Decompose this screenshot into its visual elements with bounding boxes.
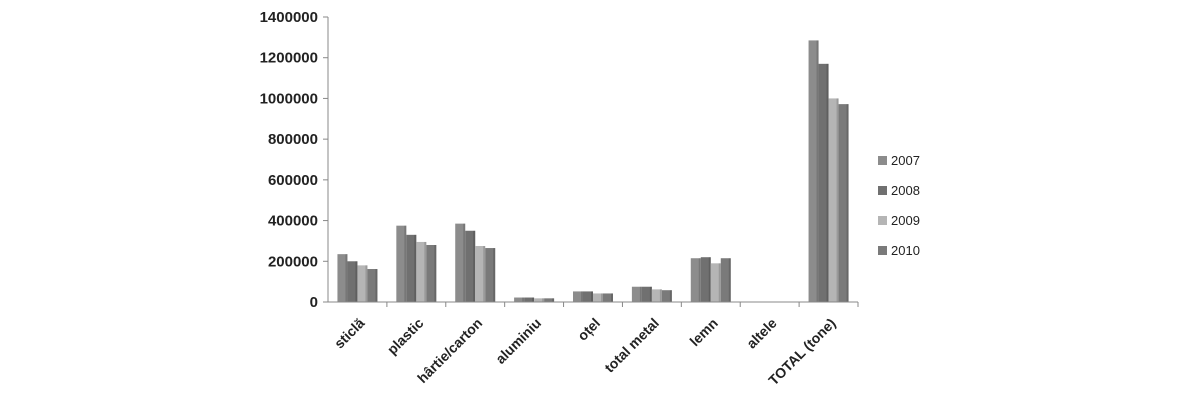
bar-2007-6: [690, 258, 701, 302]
bar-2010-0: [367, 269, 378, 302]
legend-swatch-2008: [878, 186, 887, 195]
x-tick-label: sticlă: [331, 315, 368, 352]
bar-shade: [355, 261, 358, 302]
bar-2010-1: [426, 245, 437, 302]
legend-swatch-2007: [878, 156, 887, 165]
y-axis: 0 200000 400000 600000 800000 1000000 1200000 1…: [260, 9, 329, 311]
bar-2008-8: [818, 63, 829, 303]
bar-2010-6: [720, 258, 731, 302]
bar-2009-6: [710, 263, 721, 302]
bar-shade: [669, 290, 672, 302]
bar-2009-2: [475, 246, 486, 302]
bar-shade: [434, 245, 437, 302]
bar-shade: [375, 269, 378, 302]
plot-area: [337, 40, 849, 303]
bar-2007-0: [337, 254, 348, 302]
bar-shade: [345, 254, 348, 302]
bar-2010-2: [485, 248, 496, 302]
bar-2008-3: [524, 297, 535, 302]
bar-shade: [532, 297, 535, 302]
bar-2009-1: [416, 241, 427, 302]
legend-label-2007: 2007: [891, 153, 920, 168]
x-tick-label: plastic: [384, 315, 427, 358]
bar-2007-4: [573, 291, 583, 302]
bar-shade: [591, 291, 593, 302]
bar-shade: [816, 40, 819, 303]
bar-2010-4: [603, 293, 613, 302]
bar-2007-8: [808, 40, 819, 303]
bar-shade: [698, 258, 701, 302]
y-tick-label: 800000: [268, 131, 318, 148]
legend-swatch-2010: [878, 246, 887, 255]
bar-shade: [611, 293, 613, 302]
bar-2009-5: [651, 289, 662, 302]
legend-label-2008: 2008: [891, 183, 920, 198]
bar-shade: [846, 104, 849, 302]
bar-shade: [826, 63, 829, 303]
bar-2009-4: [593, 293, 603, 302]
bar-shade: [365, 265, 368, 302]
bar-shade: [414, 234, 417, 302]
bar-shade: [424, 241, 427, 302]
y-tick-label: 600000: [268, 172, 318, 189]
bar-shade: [708, 257, 711, 302]
legend-label-2009: 2009: [891, 213, 920, 228]
bar-2010-8: [838, 104, 849, 302]
bar-shade: [542, 298, 545, 302]
legend: 2007 2008 2009 2010: [878, 153, 920, 258]
y-tick-label: 1200000: [260, 50, 318, 67]
bar-2008-0: [347, 261, 358, 302]
bar-shade: [836, 98, 839, 302]
bar-2008-5: [641, 286, 652, 302]
bar-2007-3: [514, 297, 525, 302]
y-tick-label: 200000: [268, 253, 318, 270]
bar-2009-8: [828, 98, 839, 302]
bar-2009-0: [357, 265, 368, 302]
bar-2008-4: [583, 291, 593, 302]
y-tick-label: 1000000: [260, 90, 318, 107]
bar-2009-3: [534, 298, 545, 302]
legend-swatch-2009: [878, 216, 887, 225]
bar-shade: [483, 246, 486, 302]
y-tick-label: 400000: [268, 213, 318, 230]
bar-shade: [639, 286, 642, 302]
bar-2007-1: [396, 225, 407, 302]
bar-2008-6: [700, 257, 711, 302]
bar-shade: [463, 223, 466, 302]
bar-shade: [649, 286, 652, 302]
bar-shade: [404, 225, 407, 302]
x-tick-label: aluminiu: [492, 315, 544, 367]
bar-shade: [718, 263, 721, 302]
y-tick-label: 0: [310, 294, 318, 311]
bar-2008-2: [465, 230, 476, 302]
bar-2010-3: [544, 298, 555, 302]
bar-shade: [581, 291, 583, 302]
bar-shade: [728, 258, 731, 302]
bar-shade: [473, 230, 476, 302]
y-tick-label: 1400000: [260, 9, 318, 26]
x-tick-label: oțel: [574, 315, 603, 344]
bar-2008-1: [406, 234, 417, 302]
bar-shade: [601, 293, 603, 302]
bar-shade: [493, 248, 496, 302]
bar-shade: [659, 289, 662, 302]
bar-2007-5: [631, 286, 642, 302]
x-tick-label: total metal: [601, 315, 662, 376]
bar-2007-2: [455, 223, 466, 302]
legend-label-2010: 2010: [891, 243, 920, 258]
bar-2010-5: [661, 290, 672, 302]
x-tick-label: altele: [743, 315, 780, 352]
bar-shade: [552, 298, 555, 302]
bar-shade: [522, 297, 525, 302]
x-tick-label: lemn: [686, 315, 720, 349]
